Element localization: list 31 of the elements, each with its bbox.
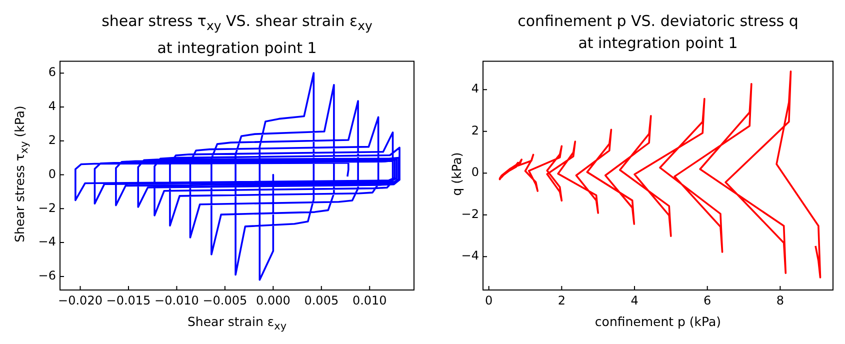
x-tick-label: −0.020 <box>58 293 102 308</box>
chart-title: confinement p VS. deviatoric stress q <box>516 11 800 32</box>
chart-subtitle: at integration point 1 <box>156 38 318 59</box>
x-axis-title: confinement p (kPa) <box>594 314 722 329</box>
y-tick-label: 2 <box>48 132 56 147</box>
x-tick-label: 4 <box>630 293 638 308</box>
x-tick-label: 8 <box>776 293 784 308</box>
x-tick-label: 0.000 <box>256 293 290 308</box>
y-tick-label: 4 <box>471 82 479 96</box>
y-tick-label: 2 <box>471 123 479 138</box>
chart-title: shear stress τ$_{xy}$ VS. shear strain ε$_{xy}$ <box>100 11 374 35</box>
y-tick-label: 4 <box>48 99 56 114</box>
y-tick-label: 6 <box>48 65 56 80</box>
x-tick-label: −0.015 <box>106 293 151 308</box>
chart-subtitle: at integration point 1 <box>577 33 739 54</box>
x-tick-label: 2 <box>558 293 566 308</box>
y-tick-label: −4 <box>38 234 56 249</box>
y-tick-label: −2 <box>38 200 56 215</box>
x-tick-label: −0.010 <box>154 293 199 308</box>
y-tick-label: −6 <box>38 268 56 283</box>
y-tick-label: 0 <box>471 165 479 180</box>
y-tick-label: −2 <box>461 206 479 221</box>
y-axis-title: q (kPa) <box>449 152 465 196</box>
x-tick-label: −0.005 <box>202 293 248 308</box>
x-axis-title: Shear strain ε$_{xy}$ <box>186 314 288 332</box>
x-tick-label: 0 <box>485 293 493 308</box>
x-tick-label: 6 <box>704 293 712 308</box>
y-tick-label: 0 <box>48 166 56 181</box>
y-tick-label: −4 <box>461 248 479 263</box>
x-tick-label: 0.010 <box>352 293 387 308</box>
x-tick-label: 0.005 <box>304 293 339 308</box>
